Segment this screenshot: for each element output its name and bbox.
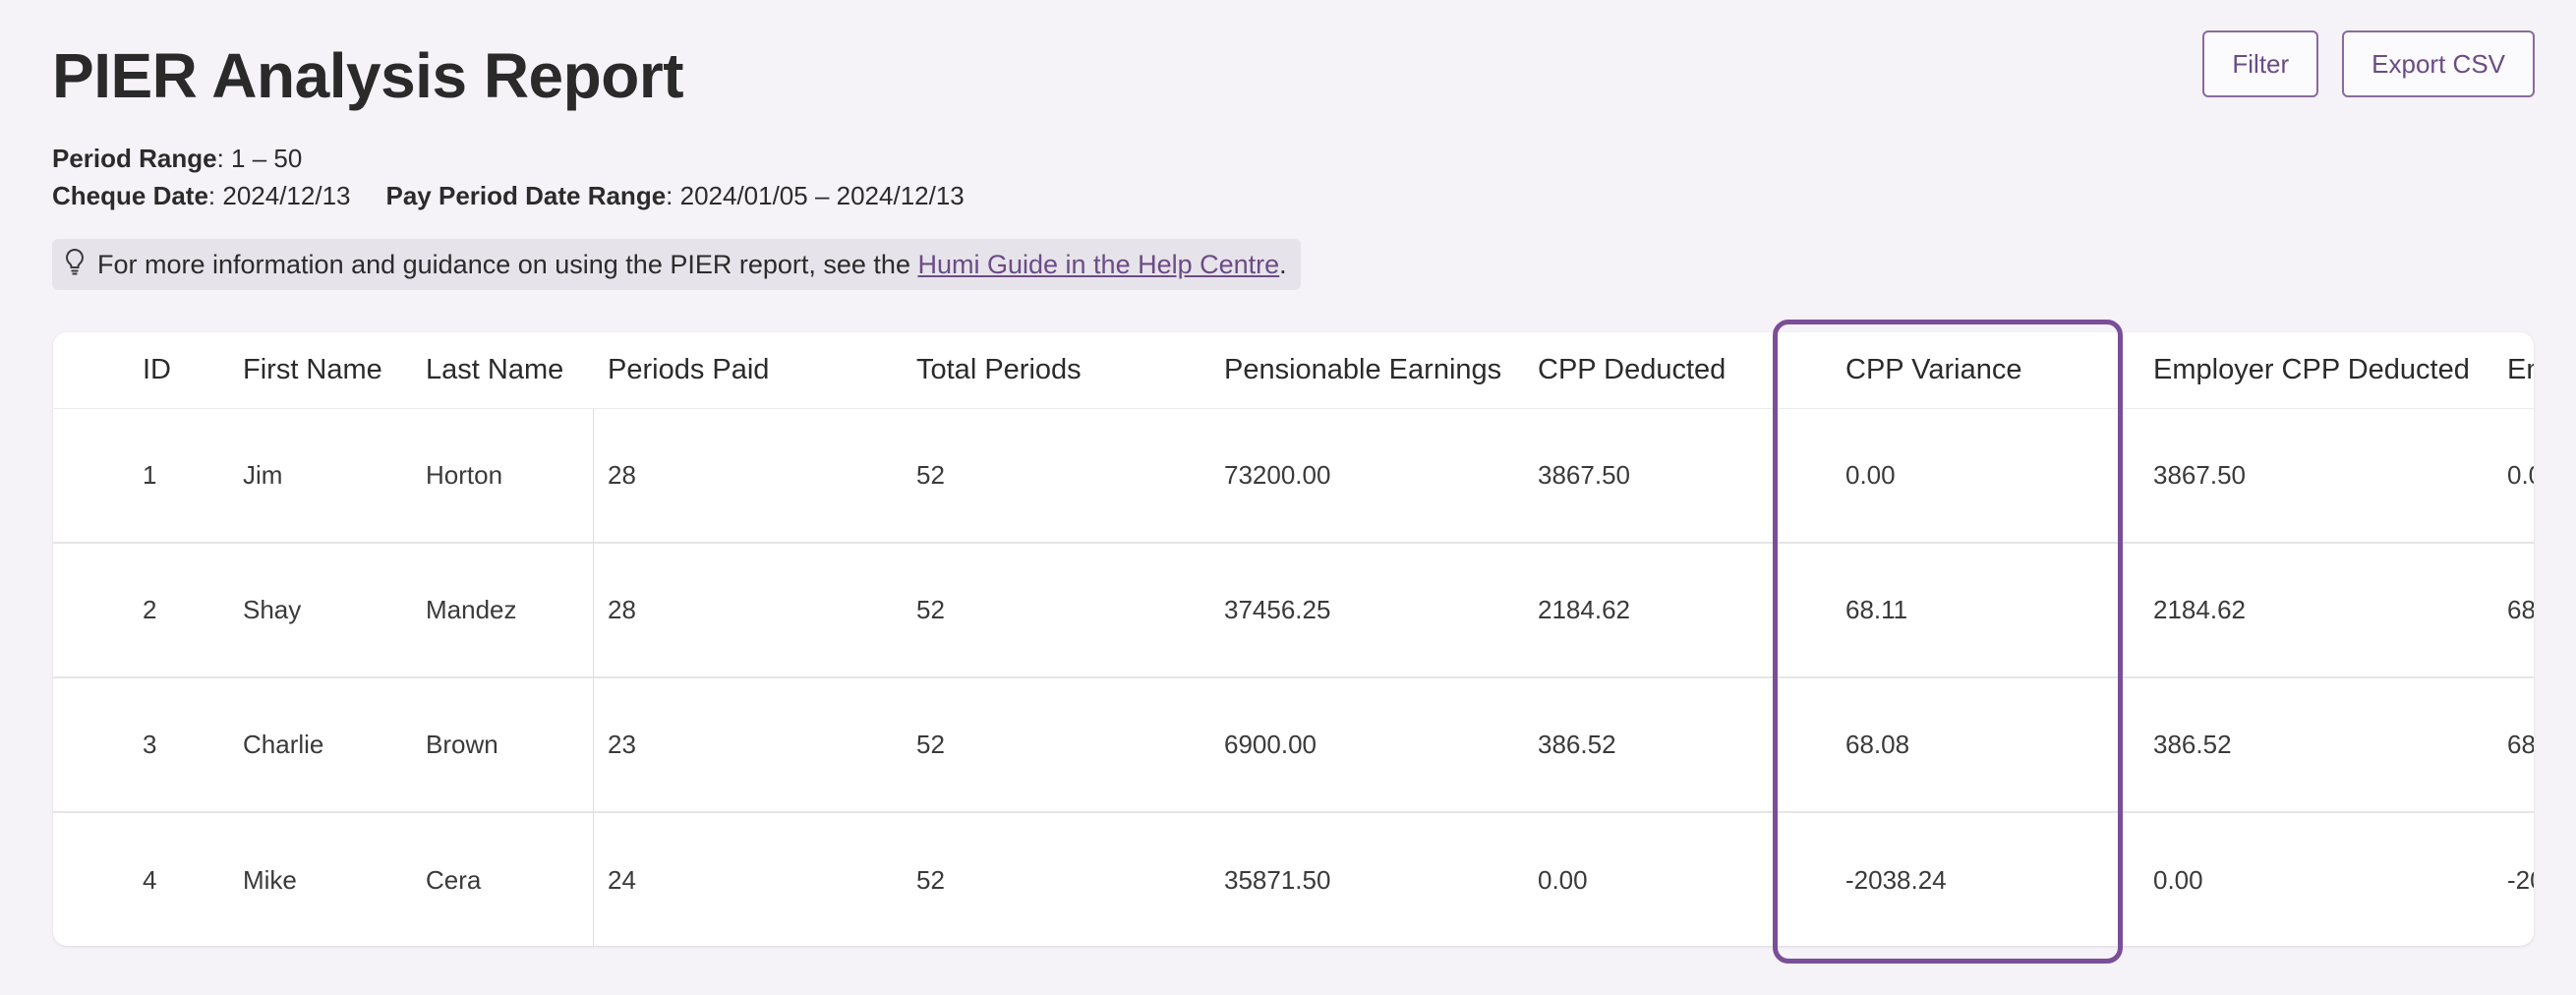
table-row[interactable]: 3 Charlie Brown 23 52 6900.00 386.52 68.… xyxy=(53,678,2534,813)
cell-first-name: Mike xyxy=(243,865,297,895)
cell-total-periods: 52 xyxy=(916,865,945,895)
period-range: Period Range: 1 – 50 xyxy=(52,144,302,174)
cell-employer-cpp-variance: -2038.24 xyxy=(2507,865,2534,895)
cell-pensionable-earnings: 73200.00 xyxy=(1224,460,1331,490)
header-actions: Filter Export CSV xyxy=(2202,30,2535,97)
cheque-date-value: : 2024/12/13 xyxy=(207,181,351,210)
filter-button[interactable]: Filter xyxy=(2202,30,2319,97)
sticky-column-divider xyxy=(593,409,594,946)
export-csv-button[interactable]: Export CSV xyxy=(2342,30,2535,97)
cell-first-name: Jim xyxy=(243,460,283,490)
cell-last-name: Horton xyxy=(426,460,503,490)
col-header-last-name[interactable]: Last Name xyxy=(426,354,564,385)
cell-pensionable-earnings: 6900.00 xyxy=(1224,730,1317,759)
help-centre-link[interactable]: Humi Guide in the Help Centre xyxy=(917,249,1280,279)
table-row[interactable]: 1 Jim Horton 28 52 73200.00 3867.50 0.00… xyxy=(53,409,2534,544)
cell-employer-cpp-deducted: 0.00 xyxy=(2153,865,2203,895)
cell-cpp-deducted: 2184.62 xyxy=(1538,595,1630,624)
cell-cpp-variance: -2038.24 xyxy=(1845,865,1947,895)
cell-cpp-deducted: 3867.50 xyxy=(1538,460,1630,490)
cell-cpp-variance: 68.08 xyxy=(1845,730,1910,759)
lightbulb-icon xyxy=(64,248,86,282)
col-header-pensionable-earnings[interactable]: Pensionable Earnings xyxy=(1224,354,1502,385)
cell-employer-cpp-variance: 68.11 xyxy=(2507,595,2534,624)
col-header-total-periods[interactable]: Total Periods xyxy=(916,354,1082,385)
date-info: Cheque Date: 2024/12/13 Pay Period Date … xyxy=(52,181,965,211)
cell-periods-paid: 23 xyxy=(608,730,636,759)
pay-period-value: : 2024/01/05 – 2024/12/13 xyxy=(666,181,965,210)
pier-table: ID First Name Last Name Periods Paid Tot… xyxy=(53,332,2534,946)
cell-employer-cpp-deducted: 3867.50 xyxy=(2153,460,2246,490)
cell-last-name: Mandez xyxy=(426,595,517,624)
info-text: For more information and guidance on usi… xyxy=(97,249,1287,279)
col-header-first-name[interactable]: First Name xyxy=(243,354,382,385)
cell-periods-paid: 28 xyxy=(608,595,636,624)
cell-employer-cpp-variance: 68.08 xyxy=(2507,730,2534,759)
cell-periods-paid: 24 xyxy=(608,865,636,895)
col-header-cpp-variance[interactable]: CPP Variance xyxy=(1845,354,2022,385)
cell-id: 3 xyxy=(143,730,157,759)
cell-first-name: Shay xyxy=(243,595,302,624)
table-header-row: ID First Name Last Name Periods Paid Tot… xyxy=(53,332,2534,409)
cheque-date-label: Cheque Date xyxy=(52,181,208,210)
cell-employer-cpp-deducted: 386.52 xyxy=(2153,730,2232,759)
col-header-employer-cpp-variance[interactable]: Employer CPP Variance xyxy=(2507,354,2534,385)
cell-id: 1 xyxy=(143,460,157,490)
info-banner: For more information and guidance on usi… xyxy=(52,239,1301,290)
cheque-date: Cheque Date: 2024/12/13 xyxy=(52,181,351,211)
pay-period-label: Pay Period Date Range xyxy=(385,181,667,210)
cell-last-name: Cera xyxy=(426,865,482,895)
col-header-employer-cpp-deducted[interactable]: Employer CPP Deducted xyxy=(2153,354,2470,385)
cell-pensionable-earnings: 35871.50 xyxy=(1224,865,1331,895)
period-range-value: : 1 – 50 xyxy=(216,144,303,173)
col-header-cpp-deducted[interactable]: CPP Deducted xyxy=(1538,354,1727,385)
cell-employer-cpp-deducted: 2184.62 xyxy=(2153,595,2246,624)
cell-id: 2 xyxy=(143,595,157,624)
page-title: PIER Analysis Report xyxy=(52,40,684,111)
cell-id: 4 xyxy=(143,865,157,895)
cell-pensionable-earnings: 37456.25 xyxy=(1224,595,1331,624)
period-range-label: Period Range xyxy=(52,144,217,173)
cell-last-name: Brown xyxy=(426,730,498,759)
cell-cpp-deducted: 0.00 xyxy=(1538,865,1588,895)
cell-first-name: Charlie xyxy=(243,730,324,759)
table-row[interactable]: 2 Shay Mandez 28 52 37456.25 2184.62 68.… xyxy=(53,544,2534,678)
cell-total-periods: 52 xyxy=(916,730,945,759)
cell-cpp-variance: 0.00 xyxy=(1845,460,1896,490)
cell-cpp-deducted: 386.52 xyxy=(1538,730,1616,759)
col-header-id[interactable]: ID xyxy=(143,354,171,385)
table-row[interactable]: 4 Mike Cera 24 52 35871.50 0.00 -2038.24… xyxy=(53,813,2534,946)
cell-total-periods: 52 xyxy=(916,595,945,624)
pay-period-range: Pay Period Date Range: 2024/01/05 – 2024… xyxy=(386,181,965,211)
cell-periods-paid: 28 xyxy=(608,460,636,490)
cell-employer-cpp-variance: 0.00 xyxy=(2507,460,2534,490)
cell-cpp-variance: 68.11 xyxy=(1845,595,1908,624)
col-header-periods-paid[interactable]: Periods Paid xyxy=(608,354,770,385)
cell-total-periods: 52 xyxy=(916,460,945,490)
